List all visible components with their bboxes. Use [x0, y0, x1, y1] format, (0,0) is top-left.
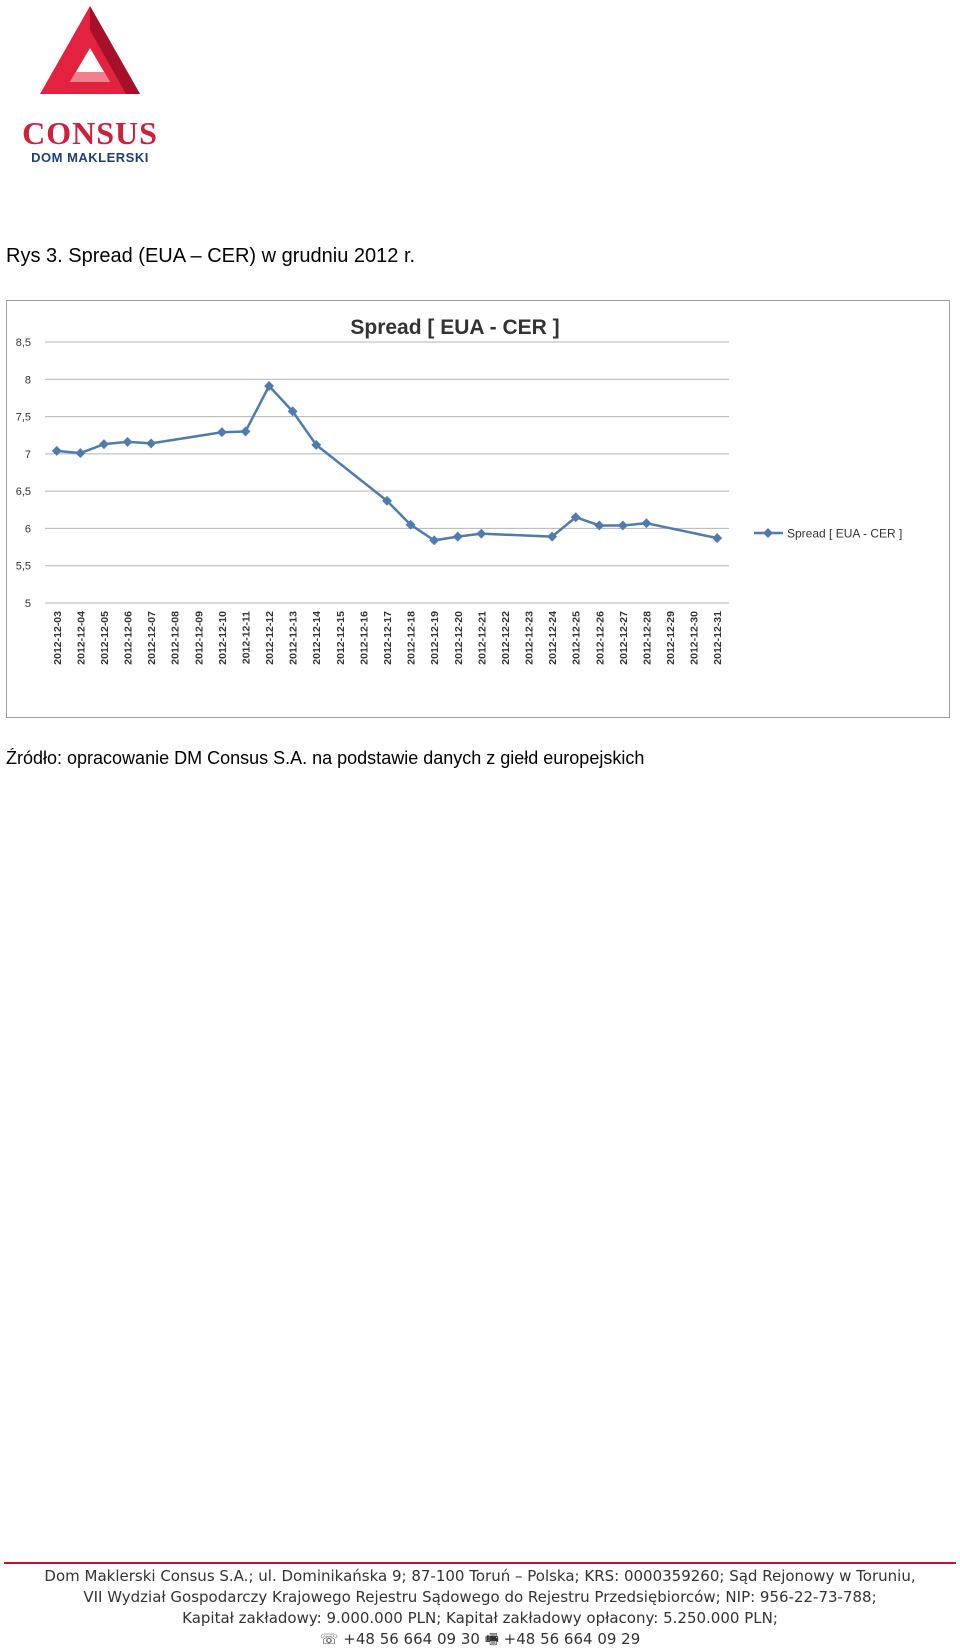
series-line — [56, 384, 718, 542]
footer-line-3: Kapitał zakładowy: 9.000.000 PLN; Kapita… — [182, 1609, 778, 1627]
y-tick-label: 8 — [25, 374, 31, 386]
x-tick-label: 2012-12-03 — [52, 611, 64, 665]
y-tick-label: 8,5 — [16, 337, 31, 349]
footer-contact: ☏ +48 56 664 09 30 🖷 +48 56 664 09 29 — [0, 1629, 960, 1650]
footer-line-2: VII Wydział Gospodarczy Krajowego Rejest… — [83, 1588, 877, 1606]
data-point — [712, 533, 723, 544]
x-tick-label: 2012-12-20 — [453, 611, 465, 665]
x-tick-label: 2012-12-24 — [547, 611, 559, 665]
data-point — [99, 439, 109, 450]
x-tick-label: 2012-12-16 — [358, 611, 370, 665]
chart-title: Spread [ EUA - CER ] — [350, 316, 559, 339]
x-tick-label: 2012-12-31 — [712, 611, 724, 665]
x-tick-label: 2012-12-05 — [99, 611, 111, 665]
legend-marker — [763, 528, 773, 538]
x-tick-label: 2012-12-04 — [75, 611, 87, 665]
x-tick-label: 2012-12-14 — [311, 611, 323, 665]
y-tick-label: 7,5 — [16, 412, 31, 424]
data-point — [382, 495, 392, 506]
chart-svg: Spread [ EUA - CER ] 8,5 8 7,5 7 6,5 6 5,5 5 20… — [16, 316, 903, 665]
y-tick-label: 6,5 — [16, 486, 31, 498]
x-tick-label: 2012-12-07 — [146, 611, 158, 665]
y-tick-label: 5 — [25, 598, 31, 610]
figure-caption: Rys 3. Spread (EUA – CER) w grudniu 2012… — [6, 245, 416, 267]
spread-chart: Spread [ EUA - CER ] 8,5 8 7,5 7 6,5 6 5,5 5 20… — [6, 300, 950, 718]
data-point — [287, 406, 298, 417]
x-tick-label: 2012-12-09 — [193, 611, 205, 665]
y-tick-label: 5,5 — [16, 561, 31, 573]
data-point — [641, 518, 652, 529]
consus-logo: CONSUS DOM MAKLERSKI — [8, 6, 172, 165]
x-tick-label: 2012-12-23 — [524, 611, 536, 665]
fax-icon: 🖷 — [484, 1630, 499, 1648]
x-tick-label: 2012-12-11 — [240, 611, 252, 664]
x-tick-label: 2012-12-30 — [689, 611, 701, 665]
x-tick-label: 2012-12-12 — [264, 611, 276, 665]
chart-legend: Spread [ EUA - CER ] — [754, 527, 902, 541]
data-point — [570, 512, 581, 523]
x-tick-label: 2012-12-17 — [382, 611, 394, 665]
x-tick-label: 2012-12-27 — [618, 611, 630, 665]
x-tick-label: 2012-12-10 — [217, 611, 229, 665]
data-point — [264, 381, 275, 391]
source-note: Źródło: opracowanie DM Consus S.A. na po… — [6, 748, 645, 768]
data-point — [594, 520, 605, 531]
x-tick-label: 2012-12-15 — [335, 611, 347, 665]
data-point — [216, 427, 227, 438]
data-point — [75, 448, 86, 459]
x-tick-label: 2012-12-22 — [500, 611, 512, 665]
data-point — [547, 531, 558, 542]
x-tick-label: 2012-12-19 — [429, 611, 441, 665]
y-tick-label: 7 — [25, 449, 31, 461]
x-tick-label: 2012-12-28 — [641, 611, 653, 665]
data-point — [476, 528, 487, 539]
x-tick-label: 2012-12-06 — [123, 611, 135, 665]
fax-number: +48 56 664 09 29 — [503, 1630, 641, 1648]
data-point — [452, 531, 463, 542]
legend-label: Spread [ EUA - CER ] — [787, 527, 902, 541]
x-tick-label: 2012-12-26 — [594, 611, 606, 665]
triangle-logo-icon — [40, 6, 140, 94]
x-tick-label: 2012-12-21 — [476, 611, 488, 665]
logo-name: CONSUS — [22, 115, 158, 151]
data-point — [617, 520, 628, 531]
phone-number: +48 56 664 09 30 — [343, 1630, 480, 1648]
x-tick-label: 2012-12-25 — [571, 611, 583, 665]
footer-divider — [4, 1562, 956, 1564]
y-tick-label: 6 — [25, 523, 31, 535]
footer: Dom Maklerski Consus S.A.; ul. Dominikań… — [0, 1566, 960, 1650]
data-point — [146, 438, 157, 449]
x-tick-label: 2012-12-08 — [170, 611, 182, 665]
phone-icon: ☏ — [319, 1630, 339, 1648]
logo-subtitle: DOM MAKLERSKI — [31, 150, 149, 165]
data-point — [122, 436, 133, 447]
footer-line-1: Dom Maklerski Consus S.A.; ul. Dominikań… — [44, 1567, 916, 1585]
data-point — [51, 445, 62, 456]
x-tick-label: 2012-12-29 — [665, 611, 677, 665]
data-point — [240, 426, 251, 437]
x-tick-label: 2012-12-13 — [288, 611, 300, 665]
x-tick-label: 2012-12-18 — [406, 611, 418, 665]
